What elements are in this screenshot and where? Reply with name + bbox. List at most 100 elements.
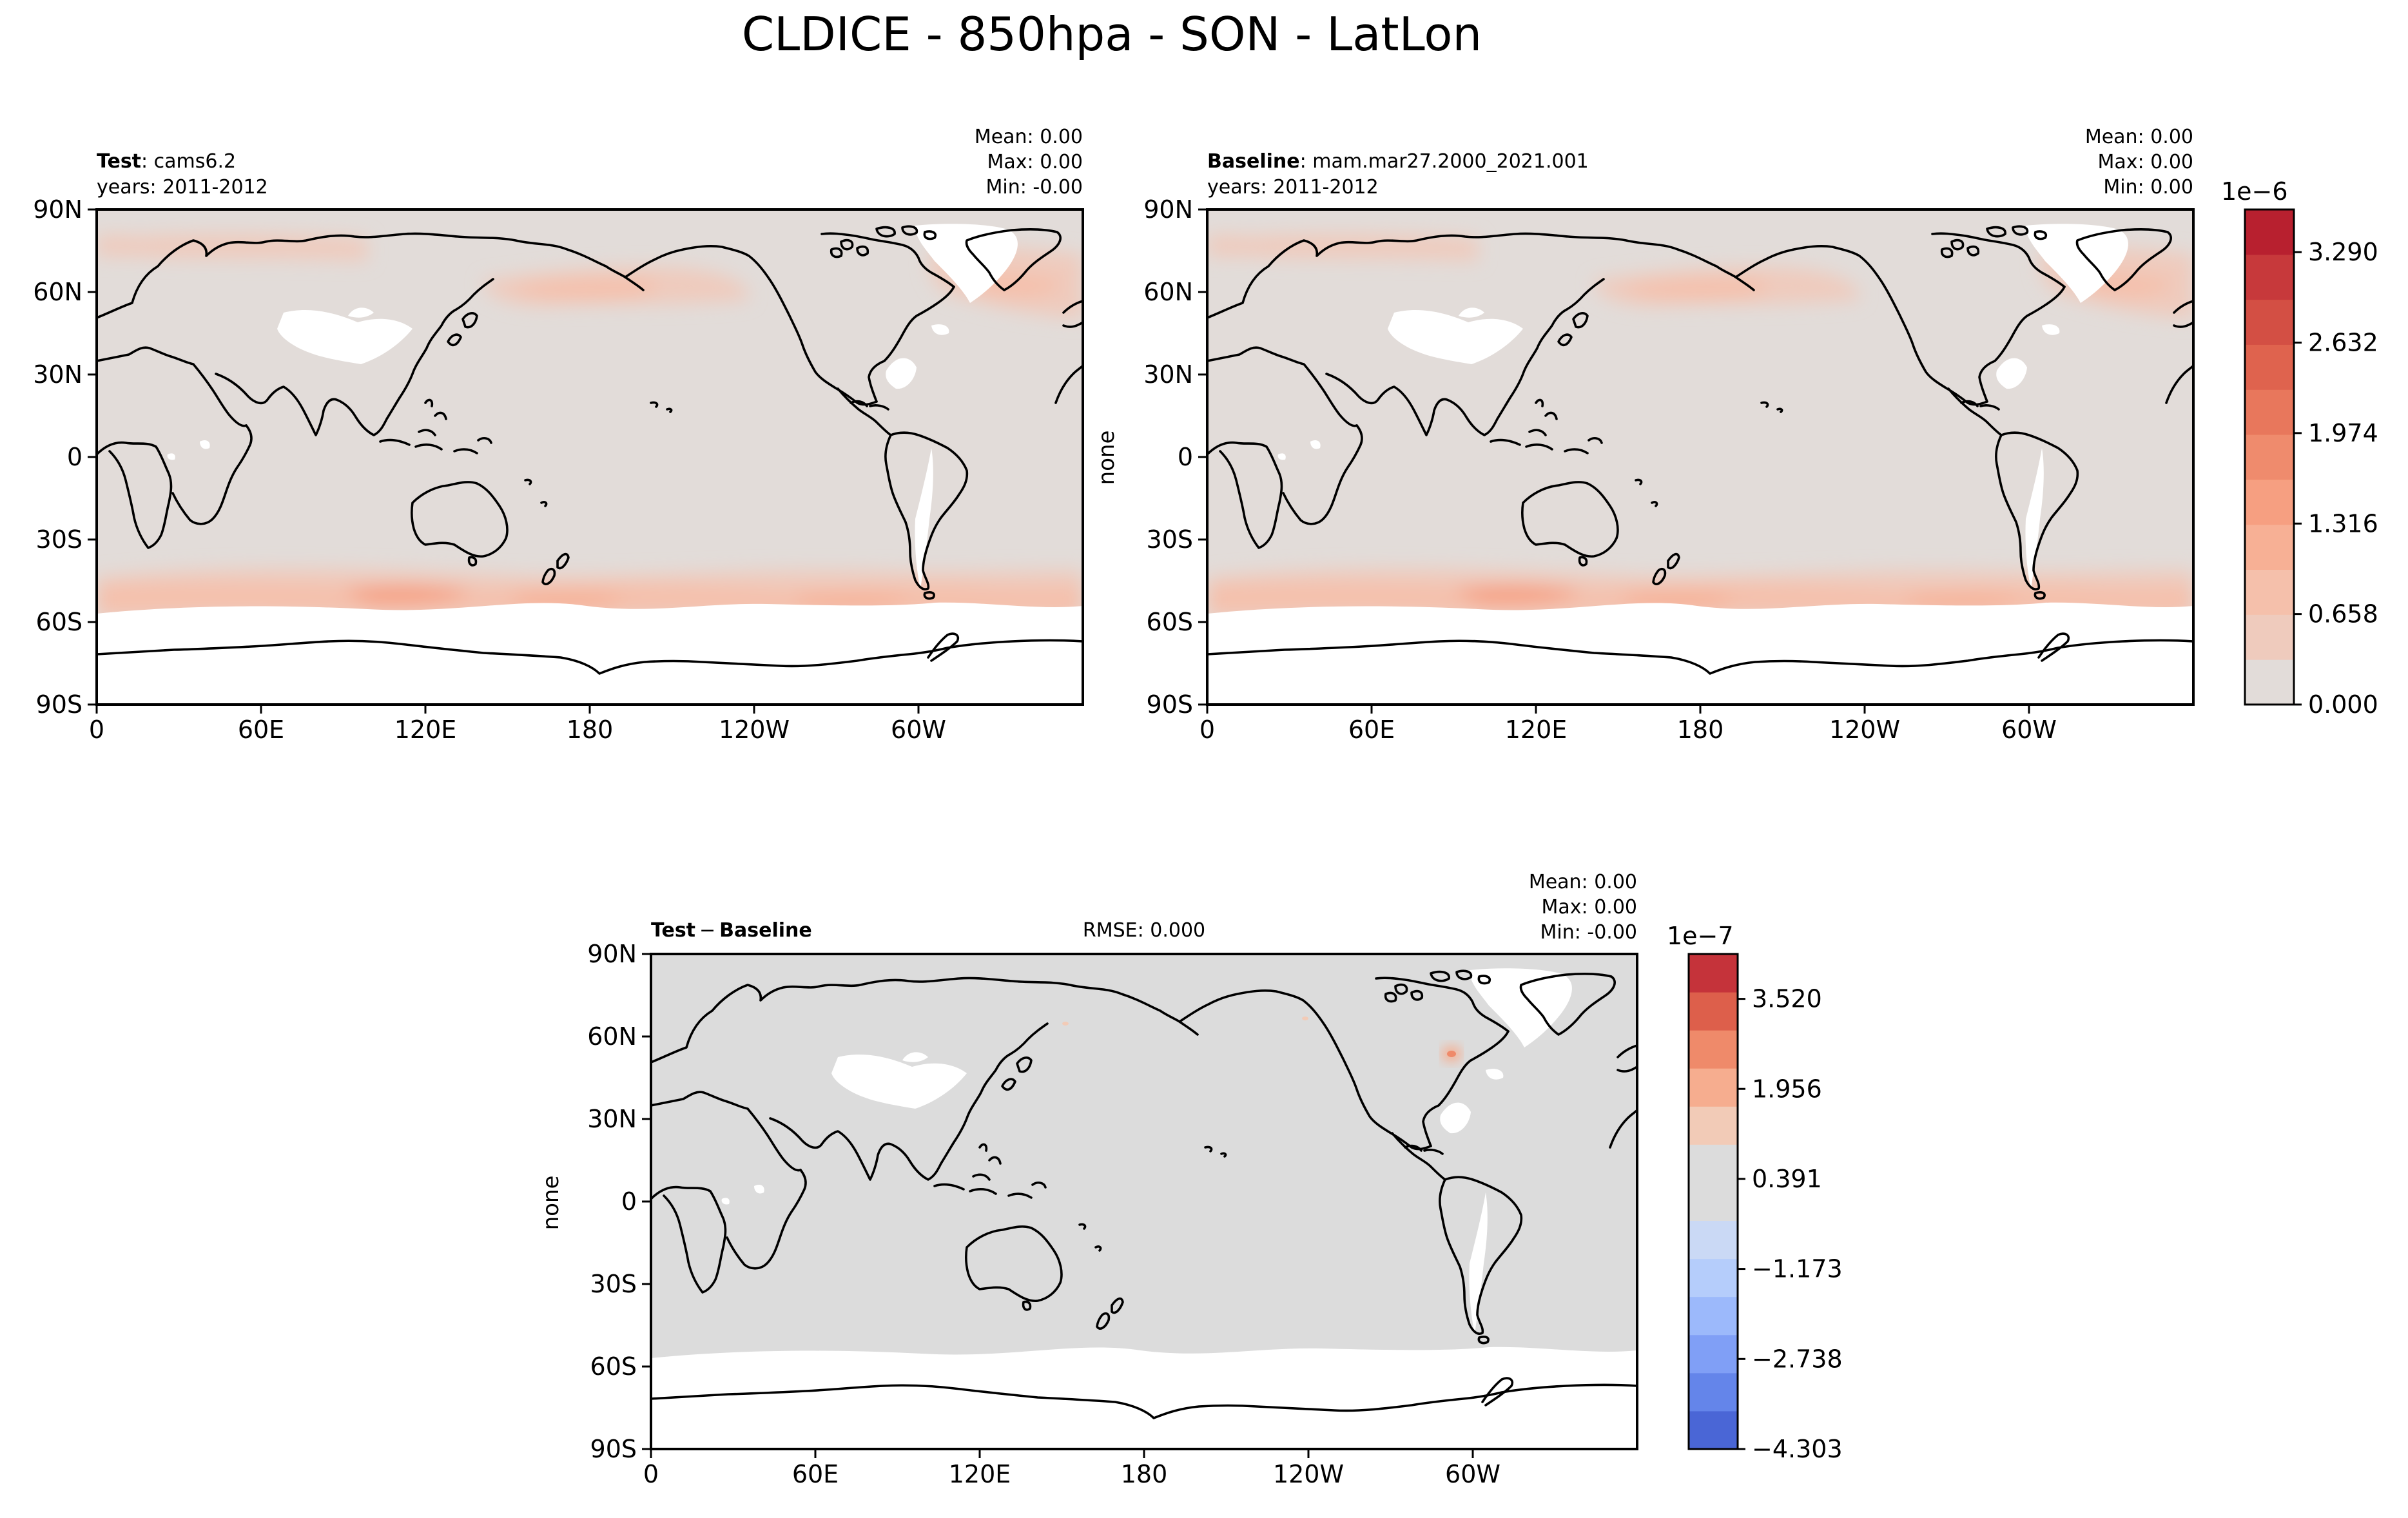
baseline-lon-tick-label: 60E (1348, 715, 1395, 744)
baseline-lon-tick-label: 120W (1829, 715, 1900, 744)
diff-lat-tick-label: 90S (590, 1435, 637, 1463)
test-lat-tick-label: 60N (33, 278, 83, 306)
baseline-lon-tick-label: 0 (1199, 715, 1215, 744)
colorbar-top: 1e−6 3.290 2.632 1.974 1.316 0.658 0.000 (2221, 177, 2378, 719)
colorbar-diff-exponent: 1e−7 (1667, 922, 1734, 950)
baseline-lat-tick-label: 60N (1143, 278, 1193, 306)
colorbar-top-tick-label: 2.632 (2308, 329, 2378, 357)
panel-test: Test: cams6.2 years: 2011-2012 Mean: 0.0… (33, 126, 1084, 744)
diff-rmse: RMSE: 0.000 (1083, 919, 1205, 942)
test-axes: 0 60E 120E 180 120W 60W 90N 60N 30N 0 30S 60S 90S (33, 195, 946, 744)
test-lat-tick-label: 30S (36, 525, 83, 554)
svg-text:Test: cams6.2: Test: cams6.2 (97, 150, 236, 173)
test-lon-tick-label: 0 (89, 715, 104, 744)
diff-label-bold: Test (651, 919, 695, 942)
test-lon-tick-label: 120W (719, 715, 790, 744)
test-lon-tick-label: 180 (567, 715, 614, 744)
baseline-lon-tick-label: 60W (2001, 715, 2057, 744)
colorbar-top-tick-label: 1.316 (2308, 509, 2378, 538)
diff-lat-tick-label: 90N (587, 940, 637, 968)
colorbar-top-tick-label: 3.290 (2308, 238, 2378, 266)
test-lon-tick-label: 60E (238, 715, 284, 744)
colorbar-top-tick-label: 1.974 (2308, 419, 2378, 447)
test-lon-tick-label: 60W (891, 715, 946, 744)
colorbar-diff-tick-label: −2.738 (1752, 1345, 1843, 1373)
colorbar-top-color-level (2245, 569, 2294, 615)
diff-map-field (651, 954, 1637, 1449)
diff-ylabel: none (538, 1176, 564, 1231)
diff-lat-tick-label: 60N (587, 1022, 637, 1051)
baseline-ylabel: none (1094, 431, 1120, 485)
baseline-lon-tick-label: 120E (1505, 715, 1568, 744)
diff-lon-tick-label: 0 (643, 1460, 659, 1488)
baseline-lat-tick-label: 30S (1147, 525, 1193, 554)
test-lat-tick-label: 60S (36, 608, 83, 636)
test-label-bold: Test (97, 150, 141, 173)
diff-lat-tick-label: 60S (590, 1352, 637, 1381)
figure-title: CLDICE - 850hpa - SON - LatLon (742, 7, 1482, 61)
baseline-stat-mean: Mean: 0.00 (2085, 126, 2193, 148)
colorbar-diff-tick-label: 3.520 (1752, 985, 1822, 1013)
baseline-lat-tick-label: 90S (1147, 690, 1193, 719)
baseline-stat-max: Max: 0.00 (2098, 151, 2193, 173)
test-lat-tick-label: 0 (67, 443, 83, 471)
colorbar-top-tick-label: 0.658 (2308, 600, 2378, 628)
baseline-years: years: 2011-2012 (1207, 176, 1379, 199)
colorbar-top-color-level (2245, 524, 2294, 570)
baseline-label-rest: : mam.mar27.2000_2021.001 (1300, 150, 1589, 173)
colorbar-diff-color-level (1689, 1030, 1738, 1069)
svg-text:Baseline: mam.mar27.2000_2021.: Baseline: mam.mar27.2000_2021.001 (1207, 150, 1589, 173)
colorbar-top-color-level (2245, 389, 2294, 435)
colorbar-diff-color-level (1689, 1144, 1738, 1183)
colorbar-top-tick-label: 0.000 (2308, 690, 2378, 719)
diff-lon-tick-label: 180 (1121, 1460, 1168, 1488)
colorbar-diff-color-level (1689, 1258, 1738, 1298)
colorbar-top-color-level (2245, 209, 2294, 255)
svg-text:Test−Baseline: Test − Baseline (651, 919, 812, 942)
diff-axes: 0 60E 120E 180 120W 60W 90N 60N 30N 0 30S 60S 90S (587, 940, 1500, 1488)
diff-stat-min: Min: -0.00 (1540, 921, 1638, 944)
colorbar-diff: 1e−7 3.520 1.956 0.391 −1.173 −2.738 −4.303 (1667, 922, 1843, 1463)
diff-label-minus: − (699, 919, 715, 942)
test-label-rest: : cams6.2 (141, 150, 236, 173)
test-map-field (97, 209, 1083, 705)
baseline-lat-tick-label: 0 (1178, 443, 1193, 471)
colorbar-diff-color-level (1689, 1334, 1738, 1374)
diff-lat-tick-label: 0 (621, 1187, 637, 1216)
test-stat-max: Max: 0.00 (987, 151, 1083, 173)
colorbar-top-color-level (2245, 659, 2294, 705)
baseline-map-field (1207, 209, 2193, 705)
colorbar-diff-color-level (1689, 1372, 1738, 1412)
colorbar-diff-color-level (1689, 1296, 1738, 1336)
baseline-stat-min: Min: 0.00 (2103, 176, 2193, 199)
colorbar-top-color-level (2245, 344, 2294, 390)
colorbar-diff-color-level (1689, 1106, 1738, 1145)
diff-lon-tick-label: 120W (1273, 1460, 1344, 1488)
colorbar-top-color-level (2245, 254, 2294, 300)
diff-label-bold2: Baseline (719, 919, 812, 942)
test-lat-tick-label: 30N (33, 360, 83, 389)
colorbar-diff-tick-label: 0.391 (1752, 1165, 1822, 1193)
baseline-lon-tick-label: 180 (1677, 715, 1724, 744)
baseline-label-bold: Baseline (1207, 150, 1300, 173)
colorbar-diff-color-level (1689, 1182, 1738, 1221)
colorbar-diff-tick-label: 1.956 (1752, 1075, 1822, 1103)
colorbar-diff-color-level (1689, 954, 1738, 993)
test-lat-tick-label: 90S (36, 690, 83, 719)
test-stat-mean: Mean: 0.00 (975, 126, 1083, 148)
diff-lon-tick-label: 120E (949, 1460, 1011, 1488)
colorbar-top-exponent: 1e−6 (2221, 177, 2288, 206)
test-lat-tick-label: 90N (33, 195, 83, 224)
colorbar-diff-tick-label: −4.303 (1752, 1435, 1843, 1463)
diff-lon-tick-label: 60W (1445, 1460, 1500, 1488)
panel-diff: Test − Baseline RMSE: 0.000 Mean: 0.00 Max… (538, 871, 1638, 1488)
panel-baseline: Baseline: mam.mar27.2000_2021.001 years:… (1094, 126, 2195, 744)
colorbar-top-color-level (2245, 479, 2294, 525)
colorbar-diff-color-level (1689, 992, 1738, 1031)
baseline-lat-tick-label: 90N (1143, 195, 1193, 224)
test-stat-min: Min: -0.00 (986, 176, 1083, 199)
baseline-lat-tick-label: 60S (1147, 608, 1193, 636)
colorbar-top-color-level (2245, 434, 2294, 480)
test-years: years: 2011-2012 (97, 176, 268, 199)
baseline-lat-tick-label: 30N (1143, 360, 1193, 389)
